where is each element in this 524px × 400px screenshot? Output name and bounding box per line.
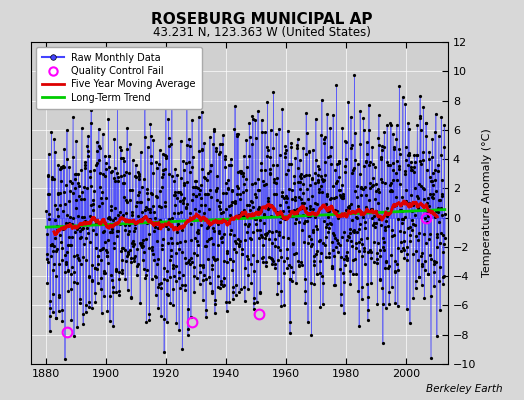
Text: Berkeley Earth: Berkeley Earth <box>427 384 503 394</box>
Legend: Raw Monthly Data, Quality Control Fail, Five Year Moving Average, Long-Term Tren: Raw Monthly Data, Quality Control Fail, … <box>36 47 202 109</box>
Text: 43.231 N, 123.363 W (United States): 43.231 N, 123.363 W (United States) <box>153 26 371 39</box>
Y-axis label: Temperature Anomaly (°C): Temperature Anomaly (°C) <box>482 129 492 277</box>
Text: ROSEBURG MUNICIPAL AP: ROSEBURG MUNICIPAL AP <box>151 12 373 27</box>
